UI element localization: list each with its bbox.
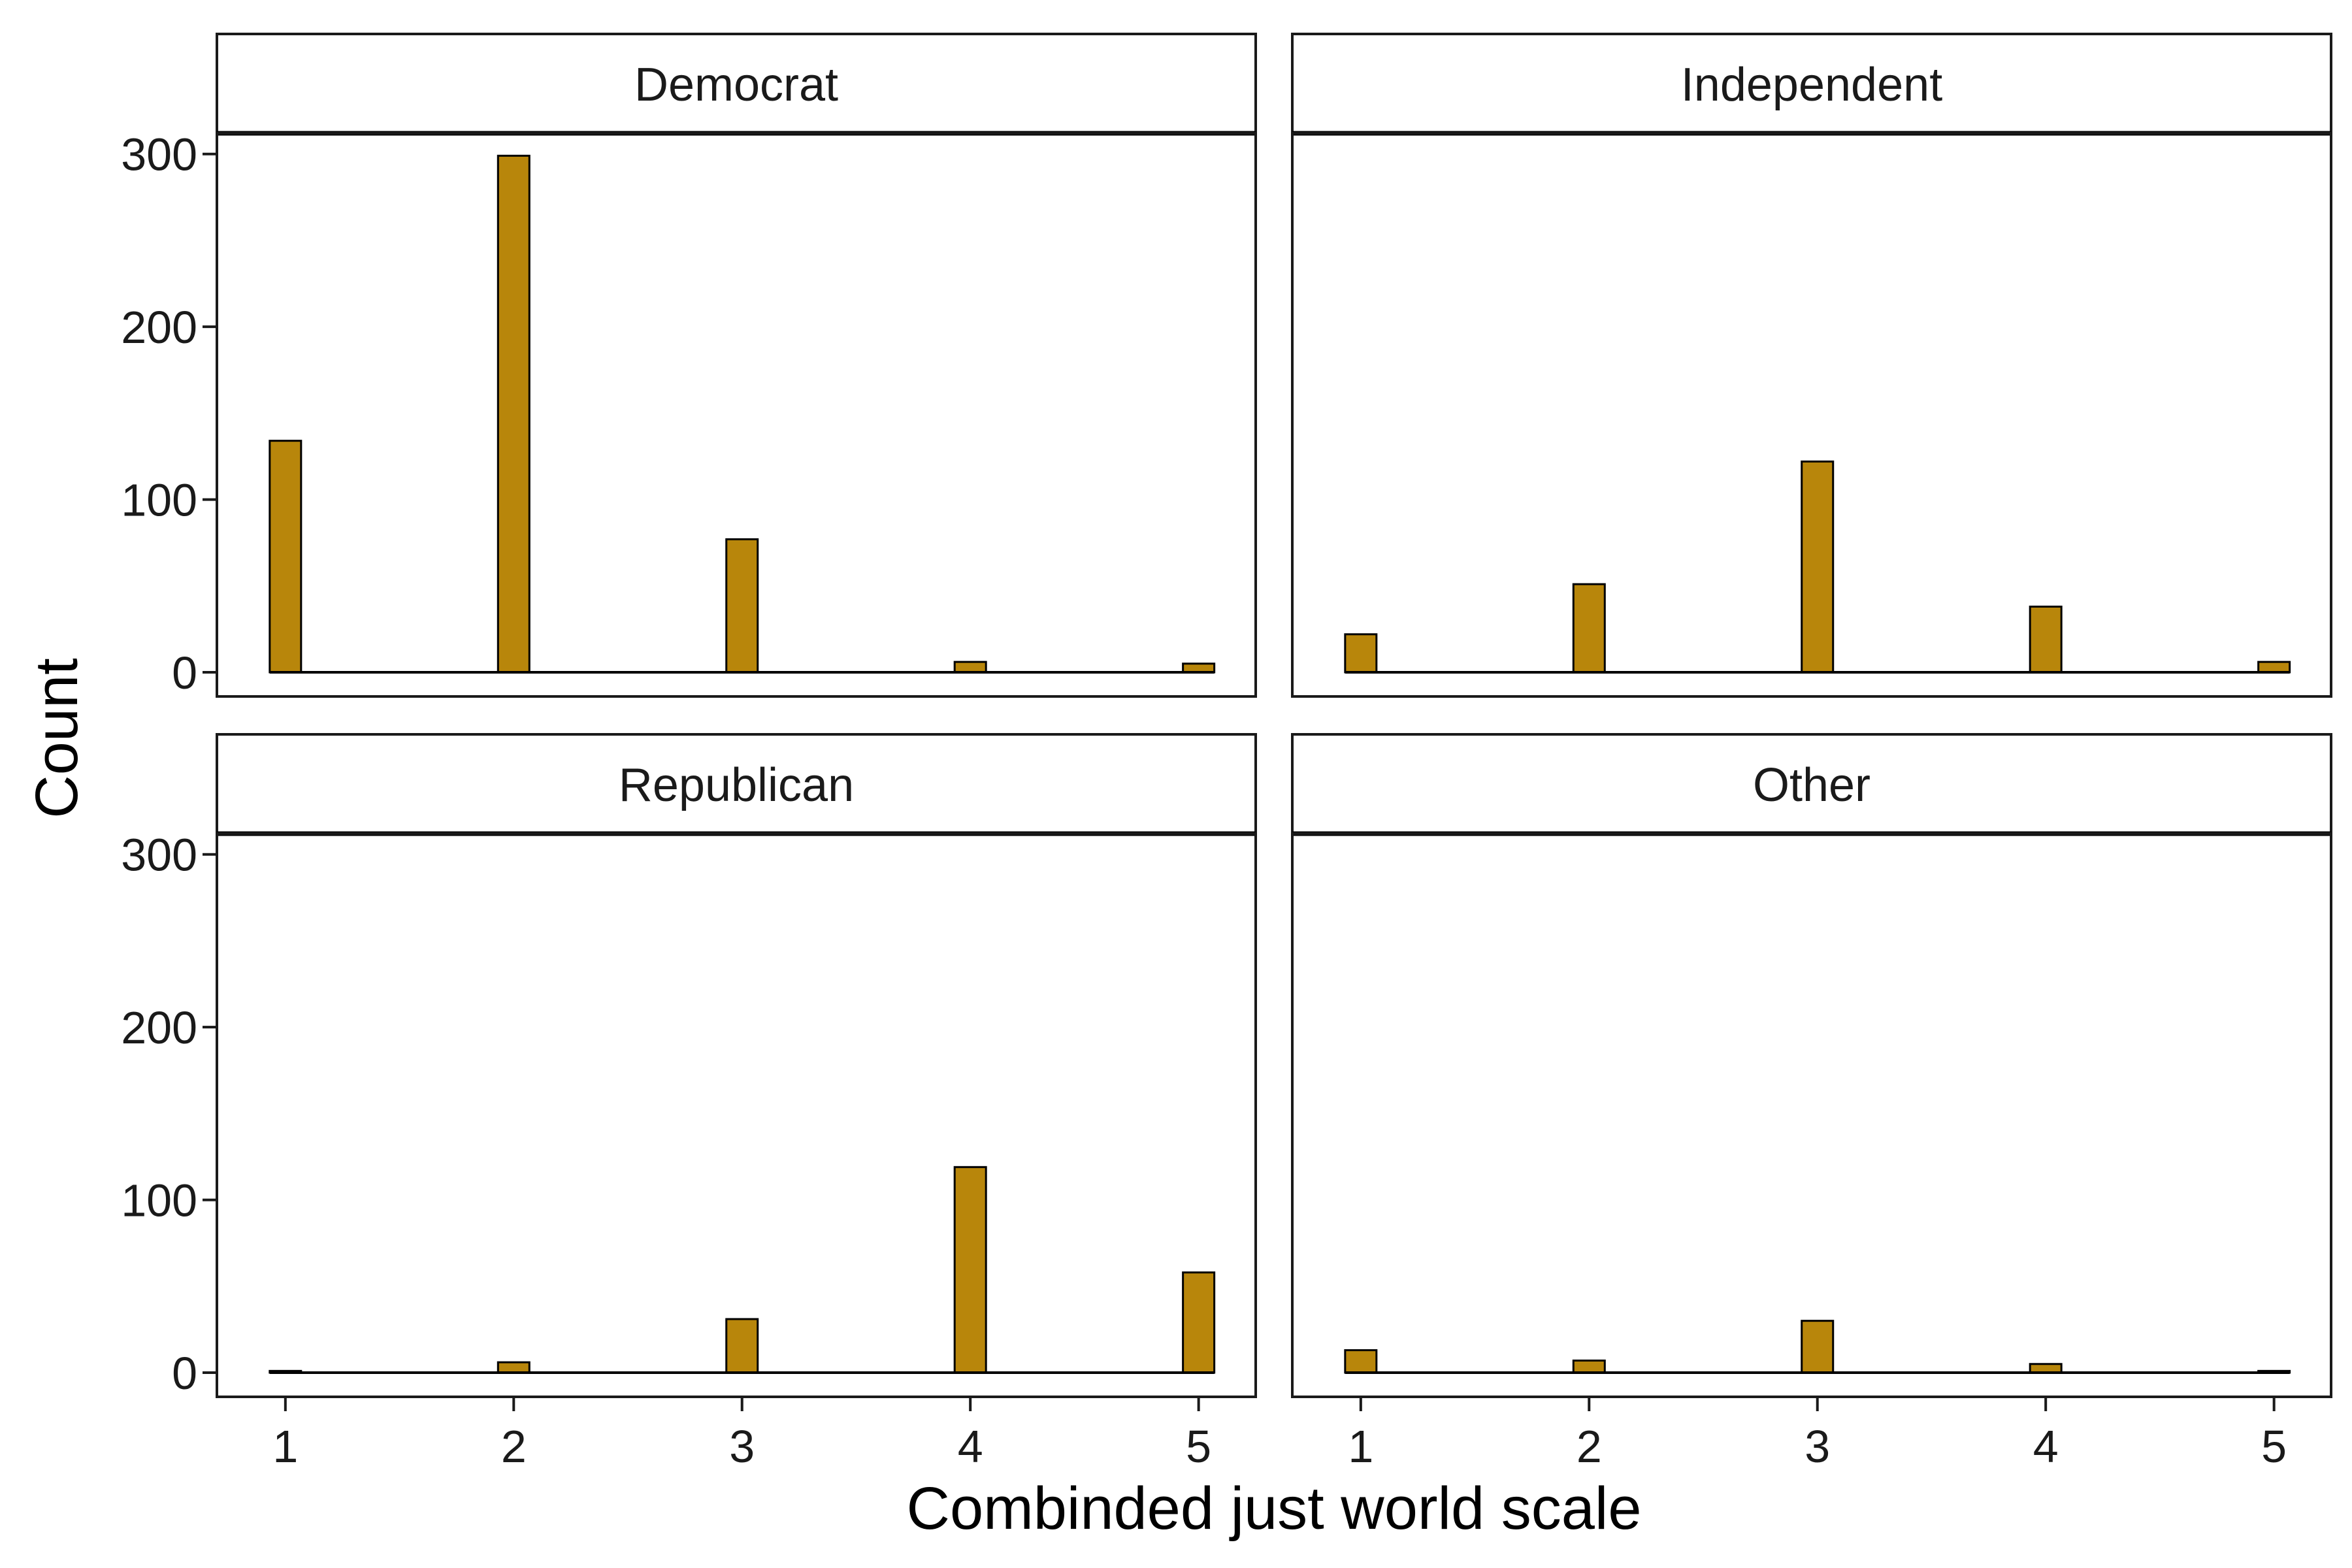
bar [497,1361,531,1374]
panel-frame [216,132,1257,698]
bar [1572,1359,1606,1374]
x-tick-label: 1 [272,1421,298,1472]
x-tick-label: 1 [1348,1421,1373,1472]
y-tick-label: 0 [172,647,197,698]
bar [497,154,531,674]
bar [1344,633,1378,674]
y-tick-label: 300 [121,830,197,881]
y-tick-label: 100 [121,475,197,526]
bar [1344,1349,1378,1374]
bar [953,1166,987,1374]
panel-republican: Republican 0 100 200 300 1 2 3 4 5 [121,733,1257,1472]
bar [269,440,302,674]
bar [725,538,759,674]
panel-frame [1291,132,2332,698]
bar [1182,1271,1216,1374]
panels-layer: Democrat 0 100 200 300 Independent Republican 0… [121,33,2332,1472]
x-tick-label: 3 [1805,1421,1830,1472]
panel-strip [1291,33,2332,135]
panel-strip [216,733,1257,835]
panel-title: Independent [1681,59,1942,111]
y-tick-label: 200 [121,1002,197,1053]
y-tick-label: 100 [121,1175,197,1226]
panel-frame [1291,832,2332,1398]
panel-title: Democrat [634,59,838,111]
y-axis-title: Count [24,658,90,819]
bar [2257,661,2291,674]
x-tick-label: 2 [1576,1421,1602,1472]
y-tick-label: 300 [121,129,197,180]
x-tick-label: 2 [501,1421,527,1472]
x-tick-label: 3 [729,1421,755,1472]
bar [725,1318,759,1374]
bar [953,661,987,674]
panel-strip [216,33,1257,135]
y-tick-label: 0 [172,1348,197,1399]
bar [2029,606,2063,674]
panel-other: Other 1 2 3 4 5 [1291,733,2332,1472]
panel-strip [1291,733,2332,835]
x-tick-label: 4 [2033,1421,2059,1472]
y-tick-label: 200 [121,302,197,353]
panel-title: Republican [619,759,854,811]
panel-democrat: Democrat 0 100 200 300 [121,33,1257,698]
x-tick-label: 5 [2261,1421,2287,1472]
panel-frame [216,832,1257,1398]
bar [1801,1320,1835,1374]
panel-independent: Independent [1291,33,2332,698]
panel-title: Other [1753,759,1870,811]
x-axis-title: Combinded just world scale [907,1475,1642,1542]
bar [1801,460,1835,674]
x-tick-label: 5 [1186,1421,1211,1472]
bar [1572,583,1606,674]
x-tick-label: 4 [958,1421,983,1472]
